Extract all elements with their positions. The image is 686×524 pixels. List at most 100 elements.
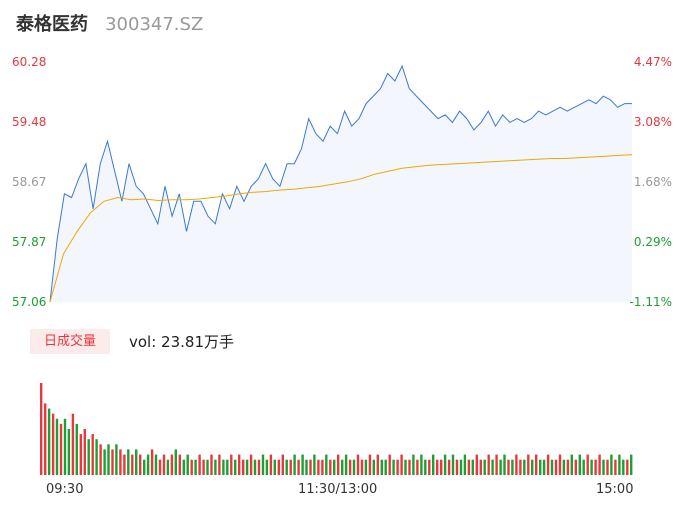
volume-bar: [40, 383, 43, 475]
volume-bar: [344, 454, 348, 475]
volume-bar: [582, 459, 585, 475]
volume-bar: [364, 459, 368, 475]
volume-bar: [273, 459, 276, 475]
volume-bar: [471, 459, 474, 475]
volume-bar: [479, 459, 482, 475]
volume-bar: [107, 444, 110, 475]
volume-bar: [47, 408, 51, 475]
y-right-tick-4: -1.11%: [629, 295, 672, 309]
volume-bar: [242, 459, 245, 475]
volume-text: vol: 23.81万手: [129, 333, 234, 351]
volume-bar: [531, 459, 534, 475]
y-right-tick-1: 3.08%: [633, 115, 672, 129]
volume-bar: [75, 423, 78, 475]
volume-bar: [190, 459, 193, 475]
volume-bar: [428, 459, 431, 475]
volume-bar: [59, 423, 63, 475]
volume-bar: [495, 454, 498, 475]
volume-bar: [372, 459, 375, 475]
volume-bar: [285, 459, 288, 475]
volume-bar: [546, 454, 550, 475]
volume-bar: [542, 459, 546, 475]
volume-bar: [562, 459, 566, 475]
volume-bar: [253, 459, 257, 475]
volume-bar: [360, 459, 364, 475]
volume-bar: [622, 459, 625, 475]
volume-bar: [206, 459, 209, 475]
y-right-tick-2: 1.68%: [633, 175, 672, 189]
volume-bar: [352, 459, 356, 475]
volume-bar: [67, 429, 71, 475]
volume-bar: [412, 454, 415, 475]
volume-bar: [590, 459, 593, 475]
volume-tag: 日成交量: [30, 329, 110, 354]
volume-bar: [527, 454, 530, 475]
volume-bar: [408, 459, 411, 475]
volume-bar: [51, 413, 55, 475]
volume-bar: [63, 418, 67, 475]
avg-line: [49, 154, 633, 303]
y-left-tick-1: 59.48: [12, 115, 47, 129]
volume-bar: [178, 454, 181, 475]
x-tick-open: 09:30: [46, 482, 84, 497]
volume-bar: [309, 459, 312, 475]
stock-name: 泰格医药: [16, 14, 88, 35]
volume-bar: [467, 459, 471, 475]
volume-bar: [432, 454, 435, 475]
y-left-tick-3: 57.87: [12, 235, 47, 249]
volume-bar: [380, 459, 383, 475]
volume-bar: [396, 459, 399, 475]
volume-bar: [131, 454, 134, 475]
volume-bar: [384, 459, 387, 475]
volume-bar: [491, 459, 494, 475]
volume-bar: [436, 459, 439, 475]
volume-bar: [440, 459, 443, 475]
stock-title: 泰格医药 300347.SZ: [16, 10, 203, 40]
volume-bar: [550, 459, 554, 475]
x-tick-midday: 11:30/13:00: [298, 482, 378, 497]
volume-bar: [333, 459, 336, 475]
volume-bar: [281, 454, 284, 475]
y-left-tick-4: 57.06: [12, 295, 47, 309]
price-area: [50, 66, 632, 302]
volume-bar: [451, 454, 455, 475]
volume-bar: [558, 454, 562, 475]
volume-bar: [519, 459, 522, 475]
volume-bar: [420, 454, 423, 475]
volume-bar: [55, 418, 59, 475]
volume-bar: [261, 454, 265, 475]
volume-bar: [186, 454, 189, 475]
volume-bar: [230, 454, 233, 475]
volume-bar: [245, 459, 249, 475]
volume-bar: [614, 459, 617, 475]
volume-bar: [257, 459, 261, 475]
volume-bar: [297, 459, 300, 475]
volume-bar: [523, 459, 526, 475]
volume-bar: [539, 459, 542, 475]
volume-bar: [174, 449, 177, 475]
volume-bar: [455, 459, 459, 475]
volume-bar: [99, 444, 102, 475]
volume-bar: [83, 429, 86, 475]
volume-bar: [574, 459, 577, 475]
volume-bar: [214, 459, 217, 475]
volume-bar: [535, 454, 538, 475]
volume-bar: [143, 459, 146, 475]
volume-bar: [630, 454, 633, 475]
volume-bar: [234, 459, 237, 475]
volume-bar: [356, 454, 360, 475]
volume-bar: [111, 449, 114, 475]
volume-bar: [289, 459, 292, 475]
volume-bar: [166, 459, 170, 475]
volume-bar: [348, 459, 352, 475]
volume-bar: [337, 454, 340, 475]
volume-bar: [313, 454, 316, 475]
volume-bar: [507, 459, 510, 475]
volume-bar: [483, 459, 486, 475]
volume-bar: [317, 459, 320, 475]
volume-bar: [376, 454, 379, 475]
volume-bar: [305, 459, 308, 475]
volume-bar: [162, 454, 166, 475]
volume-bar: [511, 459, 514, 475]
